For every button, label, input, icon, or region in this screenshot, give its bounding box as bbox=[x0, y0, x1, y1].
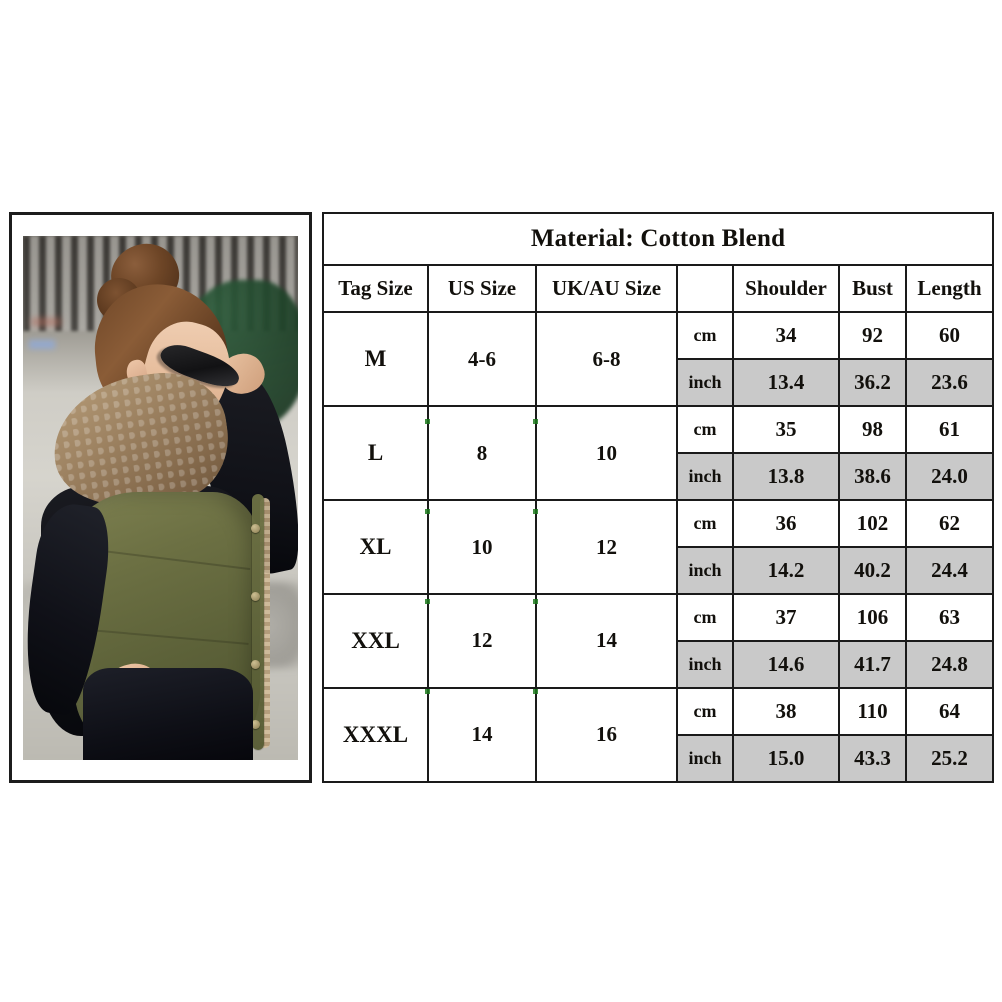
cell-us-size: 10 bbox=[427, 499, 537, 595]
cell-bust-cm: 110 bbox=[838, 686, 907, 736]
table-row: inch 15.0 43.3 25.2 bbox=[323, 733, 994, 784]
cell-length-cm: 60 bbox=[905, 311, 994, 361]
cell-length-inch: 24.4 bbox=[905, 546, 994, 595]
table-row: inch 14.2 40.2 24.4 bbox=[323, 546, 994, 595]
table-header-row: Tag Size US Size UK/AU Size Shoulder Bus… bbox=[322, 264, 994, 314]
table-row: XXXL 14 16 cm 38 110 64 bbox=[322, 686, 994, 784]
table-row: XL 10 12 cm 36 102 62 bbox=[322, 499, 994, 595]
header-length: Length bbox=[905, 264, 994, 314]
cell-unit-inch: inch bbox=[676, 733, 734, 784]
cell-shoulder-cm: 37 bbox=[732, 592, 840, 642]
cell-length-inch: 24.8 bbox=[905, 639, 994, 689]
cell-shoulder-cm: 36 bbox=[732, 499, 840, 548]
cell-uk-au-size: 6-8 bbox=[535, 311, 678, 408]
cell-unit-cm: cm bbox=[676, 592, 734, 642]
cell-length-inch: 23.6 bbox=[905, 358, 994, 408]
cell-unit-cm: cm bbox=[676, 499, 734, 548]
size-table-panel: Material: Cotton Blend Tag Size US Size … bbox=[322, 211, 994, 784]
vest-button bbox=[251, 523, 260, 533]
vest-button bbox=[251, 591, 260, 601]
cell-bust-inch: 41.7 bbox=[838, 639, 907, 689]
cell-us-size: 14 bbox=[427, 686, 537, 784]
cell-tag-size: XL bbox=[322, 499, 429, 595]
vest-button bbox=[251, 719, 260, 729]
table-row: inch 14.6 41.7 24.8 bbox=[323, 639, 994, 689]
cell-uk-au-size: 16 bbox=[535, 686, 678, 784]
header-bust: Bust bbox=[838, 264, 907, 314]
cell-length-inch: 25.2 bbox=[905, 733, 994, 784]
product-photo-panel bbox=[9, 212, 312, 783]
cell-bust-cm: 106 bbox=[838, 592, 907, 642]
cell-unit-cm: cm bbox=[676, 686, 734, 736]
product-photo bbox=[23, 235, 298, 760]
cell-length-cm: 64 bbox=[905, 686, 994, 736]
table-row: L 8 10 cm 35 98 61 bbox=[322, 405, 994, 502]
cell-shoulder-inch: 14.6 bbox=[732, 639, 840, 689]
cell-shoulder-cm: 35 bbox=[732, 405, 840, 455]
size-chart-table: Material: Cotton Blend Tag Size US Size … bbox=[322, 211, 994, 784]
cell-unit-cm: cm bbox=[676, 405, 734, 455]
cell-bust-inch: 40.2 bbox=[838, 546, 907, 595]
cell-unit-inch: inch bbox=[676, 546, 734, 595]
cell-shoulder-cm: 34 bbox=[732, 311, 840, 361]
material-title: Material: Cotton Blend bbox=[322, 211, 994, 267]
header-unit bbox=[676, 264, 734, 314]
cell-tag-size: XXXL bbox=[322, 686, 429, 784]
header-tag-size: Tag Size bbox=[322, 264, 429, 314]
cell-us-size: 4-6 bbox=[427, 311, 537, 408]
table-row: inch 13.4 36.2 23.6 bbox=[323, 358, 994, 408]
cell-bust-inch: 36.2 bbox=[838, 358, 907, 408]
model-pants bbox=[83, 667, 253, 760]
cell-unit-inch: inch bbox=[676, 452, 734, 502]
cell-uk-au-size: 14 bbox=[535, 592, 678, 689]
header-shoulder: Shoulder bbox=[732, 264, 840, 314]
cell-bust-cm: 98 bbox=[838, 405, 907, 455]
cell-unit-inch: inch bbox=[676, 358, 734, 408]
cell-us-size: 12 bbox=[427, 592, 537, 689]
table-title-row: Material: Cotton Blend bbox=[322, 211, 994, 267]
cell-bust-cm: 102 bbox=[838, 499, 907, 548]
cell-shoulder-inch: 15.0 bbox=[732, 733, 840, 784]
cell-length-cm: 62 bbox=[905, 499, 994, 548]
cell-uk-au-size: 12 bbox=[535, 499, 678, 595]
cell-bust-inch: 43.3 bbox=[838, 733, 907, 784]
cell-shoulder-inch: 13.8 bbox=[732, 452, 840, 502]
header-us-size: US Size bbox=[427, 264, 537, 314]
cell-bust-inch: 38.6 bbox=[838, 452, 907, 502]
cell-shoulder-inch: 14.2 bbox=[732, 546, 840, 595]
cell-tag-size: M bbox=[322, 311, 429, 408]
cell-unit-inch: inch bbox=[676, 639, 734, 689]
cell-bust-cm: 92 bbox=[838, 311, 907, 361]
cell-length-inch: 24.0 bbox=[905, 452, 994, 502]
cell-tag-size: L bbox=[322, 405, 429, 502]
cell-shoulder-inch: 13.4 bbox=[732, 358, 840, 408]
cell-uk-au-size: 10 bbox=[535, 405, 678, 502]
cell-us-size: 8 bbox=[427, 405, 537, 502]
vest-button bbox=[251, 659, 260, 669]
cell-length-cm: 61 bbox=[905, 405, 994, 455]
table-row: inch 13.8 38.6 24.0 bbox=[323, 452, 994, 502]
cell-shoulder-cm: 38 bbox=[732, 686, 840, 736]
table-row: XXL 12 14 cm 37 106 63 bbox=[322, 592, 994, 689]
cell-length-cm: 63 bbox=[905, 592, 994, 642]
cell-tag-size: XXL bbox=[322, 592, 429, 689]
header-uk-au-size: UK/AU Size bbox=[535, 264, 678, 314]
cell-unit-cm: cm bbox=[676, 311, 734, 361]
table-row: M 4-6 6-8 cm 34 92 60 bbox=[322, 311, 994, 408]
